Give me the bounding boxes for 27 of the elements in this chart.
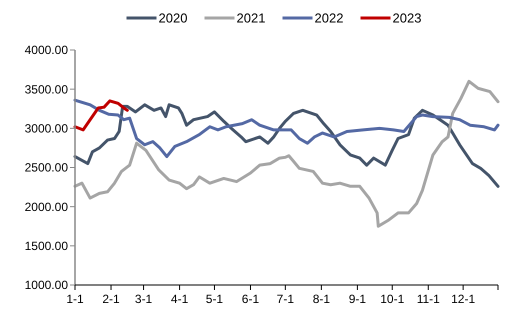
x-tick-label: 4-1 (170, 292, 189, 306)
y-tick-label: 3000.00 (24, 122, 68, 136)
x-tick-label: 8-1 (312, 292, 330, 306)
y-tick-label: 2000.00 (24, 200, 68, 214)
x-tick-label: 1-1 (66, 292, 84, 306)
legend-label: 2023 (392, 10, 422, 26)
x-tick-label: 12-1 (451, 292, 476, 306)
x-tick-label: 7-1 (276, 292, 294, 306)
y-tick-label: 1000.00 (24, 278, 68, 292)
line-series (74, 99, 129, 132)
line-series (74, 80, 500, 228)
x-tick-label: 2-1 (102, 292, 120, 306)
x-tick-label: 10-1 (380, 292, 405, 306)
x-tick-label: 5-1 (206, 292, 224, 306)
legend-label: 2020 (158, 10, 188, 26)
y-tick-label: 2500.00 (24, 160, 68, 175)
y-tick-label: 1500.00 (24, 239, 68, 254)
x-tick-label: 6-1 (242, 292, 260, 306)
x-tick-label: 9-1 (348, 292, 366, 306)
x-tick-label: 11-1 (416, 292, 440, 306)
line-series (74, 103, 500, 188)
y-tick-label: 4000.00 (24, 43, 68, 58)
legend-label: 2022 (314, 10, 344, 26)
y-tick-label: 3500.00 (24, 82, 68, 96)
x-tick-label: 3-1 (134, 292, 153, 306)
legend-label: 2021 (236, 10, 266, 26)
line-series (74, 98, 500, 158)
